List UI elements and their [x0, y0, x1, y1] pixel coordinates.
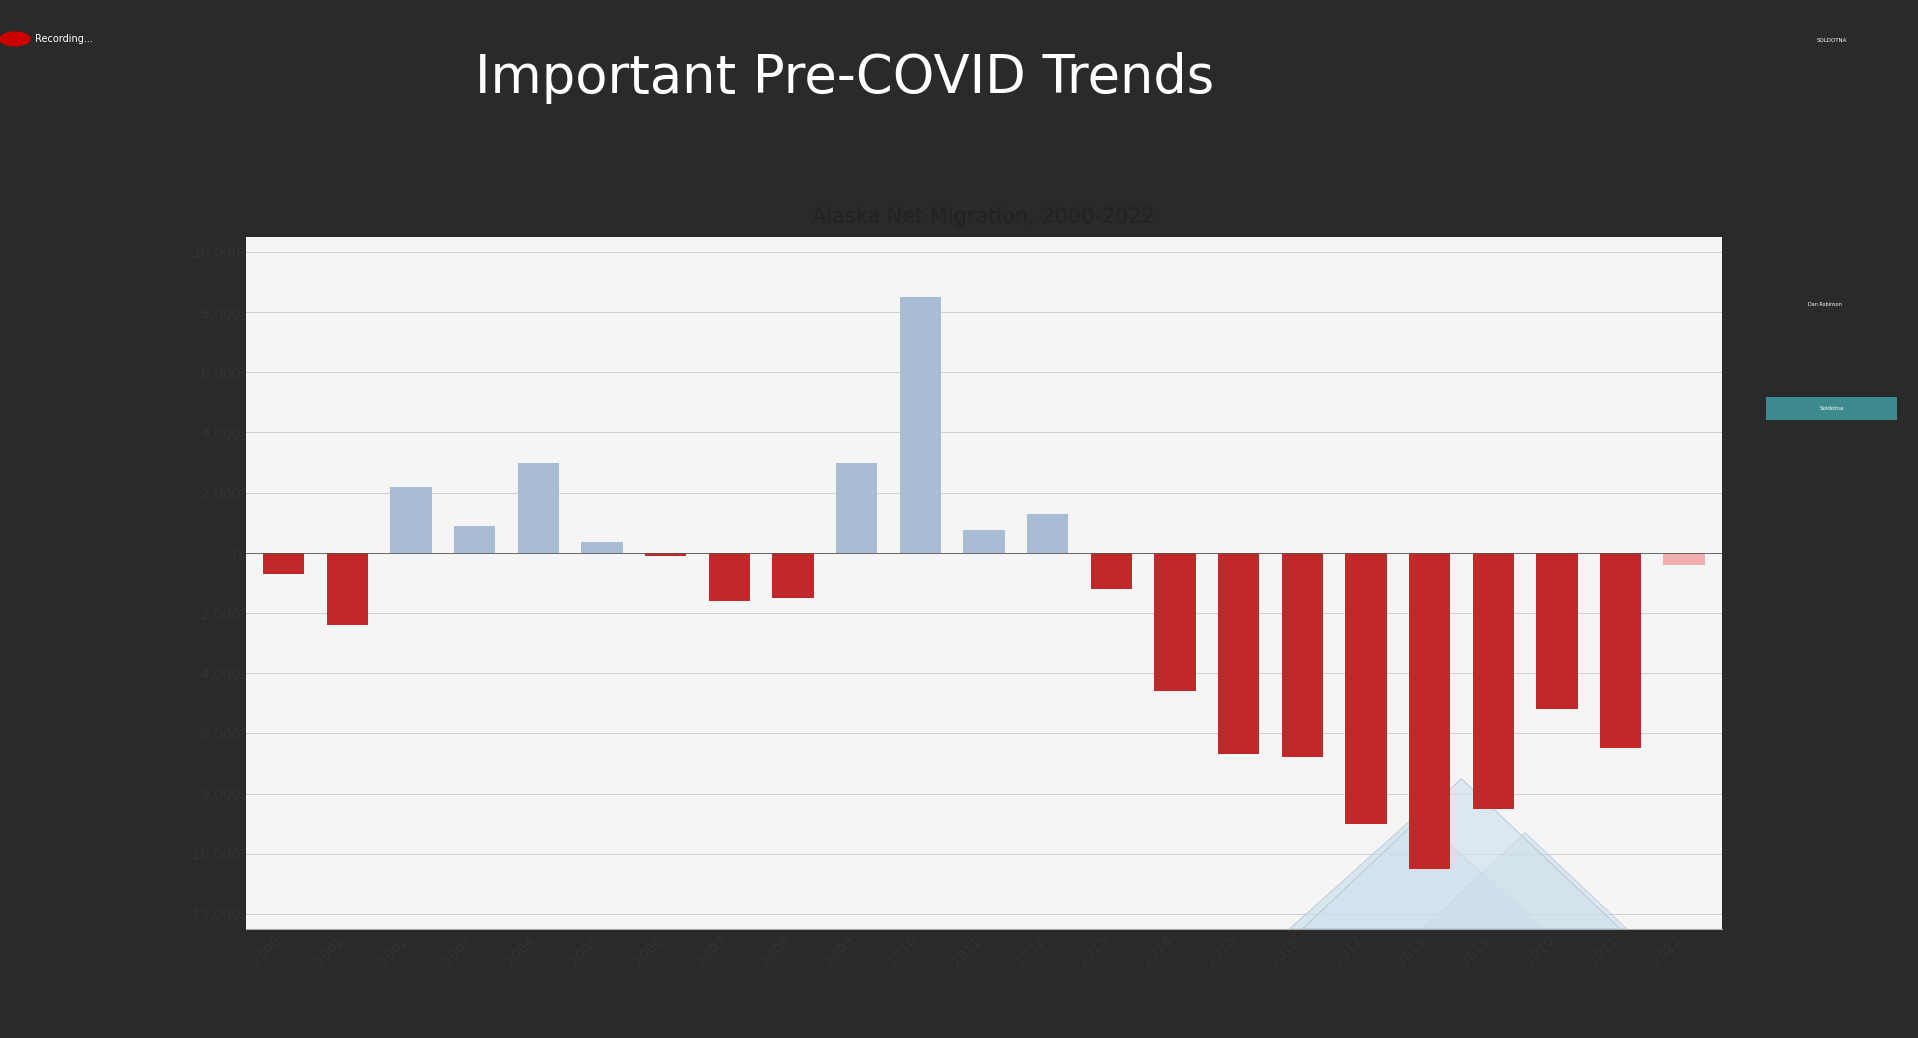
Text: Important Pre-COVID Trends: Important Pre-COVID Trends — [476, 52, 1214, 104]
Bar — [1410, 553, 1450, 869]
Polygon shape — [1289, 815, 1544, 929]
Bar — [644, 553, 687, 555]
Bar — [1281, 553, 1323, 758]
Bar — [1091, 553, 1132, 589]
Text: Recording...: Recording... — [35, 34, 92, 44]
Bar — [773, 553, 813, 598]
Bar — [1345, 553, 1387, 824]
Bar — [263, 553, 305, 574]
Bar — [1766, 398, 1897, 420]
Bar — [581, 542, 623, 553]
Bar — [836, 463, 877, 553]
Bar — [900, 297, 942, 553]
Polygon shape — [1423, 832, 1626, 929]
Bar — [1155, 553, 1195, 691]
Polygon shape — [1302, 778, 1621, 929]
Bar — [963, 530, 1005, 553]
Circle shape — [0, 32, 31, 46]
Bar — [1536, 553, 1577, 709]
Text: Soldotna: Soldotna — [1820, 406, 1843, 411]
Text: Dan Robinson: Dan Robinson — [1809, 302, 1841, 307]
Title: Alaska Net Migration, 2000-2022: Alaska Net Migration, 2000-2022 — [813, 207, 1155, 227]
Bar — [391, 487, 432, 553]
Bar — [1663, 553, 1705, 565]
Bar — [1218, 553, 1260, 755]
Bar — [518, 463, 558, 553]
Bar — [1026, 514, 1068, 553]
Bar — [1600, 553, 1642, 748]
Text: SOLDOTNA: SOLDOTNA — [1816, 38, 1847, 44]
Bar — [455, 525, 495, 553]
Bar — [326, 553, 368, 625]
Bar — [1473, 553, 1513, 809]
Bar — [708, 553, 750, 601]
